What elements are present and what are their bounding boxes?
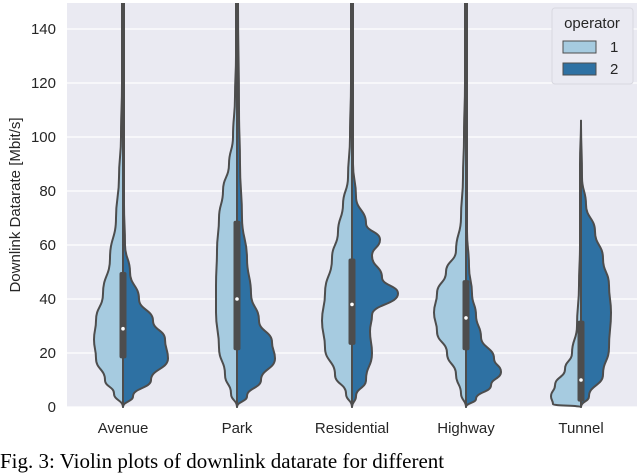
violin-half-operator-2: [580, 119, 612, 408]
legend-label-2: 2: [610, 61, 618, 78]
violin-tunnel: [550, 119, 612, 408]
violin-avenue: [93, 1, 169, 408]
iqr-box: [577, 320, 585, 402]
x-tick-label: Residential: [315, 420, 389, 437]
iqr-box: [462, 280, 470, 351]
y-tick-label: 0: [48, 399, 56, 416]
iqr-box: [348, 258, 356, 345]
legend-title: operator: [564, 15, 620, 32]
median-marker: [464, 316, 468, 320]
median-marker: [579, 378, 583, 382]
y-tick-label: 80: [39, 183, 56, 200]
median-marker: [235, 297, 239, 301]
violin-half-operator-1: [321, 1, 353, 408]
violin-half-operator-1: [433, 1, 467, 408]
y-axis-ticks: 0 20 40 60 80 100 120 140: [31, 21, 56, 416]
violin-chart: 0 20 40 60 80 100 120 140 Avenue Park Residential…: [0, 0, 640, 437]
violin-half-operator-1: [93, 1, 124, 408]
violin-residential: [321, 1, 399, 408]
x-axis-ticks: Avenue Park Residential Highway Tunnel: [98, 420, 604, 437]
y-tick-label: 140: [31, 21, 56, 38]
violin-half-operator-2: [351, 1, 399, 408]
median-marker: [121, 326, 125, 331]
legend-swatch-2: [562, 62, 597, 76]
y-tick-label: 20: [39, 345, 56, 362]
x-tick-label: Tunnel: [558, 420, 603, 437]
median-marker: [350, 302, 354, 307]
figure-caption: Fig. 3: Violin plots of downlink datarat…: [0, 449, 445, 473]
legend-label-1: 1: [610, 39, 618, 56]
violin-half-operator-2: [236, 1, 276, 408]
y-tick-label: 100: [31, 129, 56, 146]
x-tick-label: Park: [222, 420, 253, 437]
top-clip: [0, 0, 640, 3]
y-tick-label: 120: [31, 75, 56, 92]
violin-park: [214, 1, 276, 408]
violin-half-operator-1: [214, 1, 238, 408]
x-tick-label: Avenue: [98, 420, 149, 437]
legend: operator 1 2: [551, 7, 634, 85]
iqr-box: [119, 272, 127, 359]
iqr-box: [233, 220, 241, 351]
y-tick-label: 60: [39, 237, 56, 254]
violin-highway: [433, 1, 502, 408]
y-axis-label: Downlink Datarate [Mbit/s]: [7, 117, 24, 292]
y-tick-label: 40: [39, 291, 56, 308]
legend-swatch-1: [562, 40, 597, 54]
x-tick-label: Highway: [437, 420, 495, 437]
violins: [0, 0, 640, 408]
